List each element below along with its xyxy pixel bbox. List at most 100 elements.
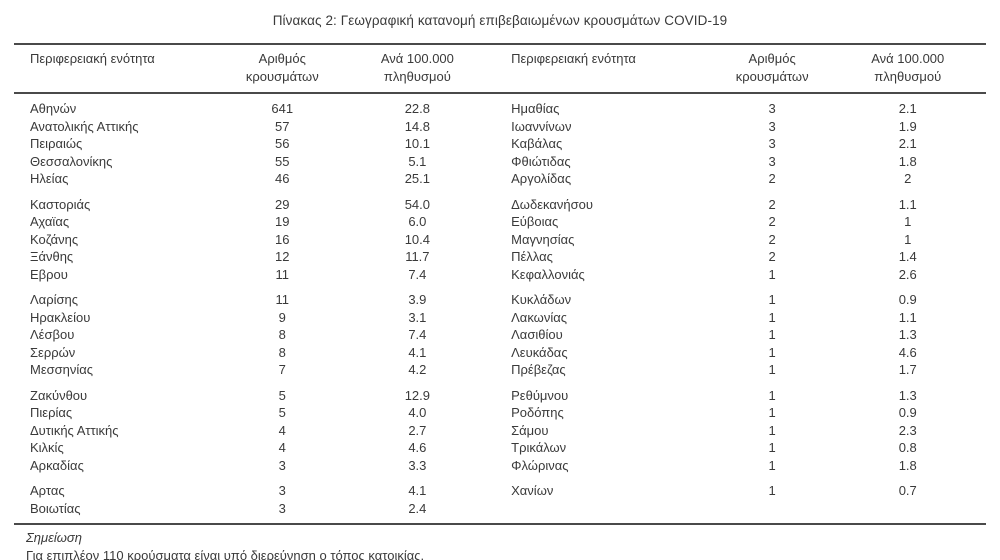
table-row: Εβρου 11 7.4 Κεφαλλονιάς 1 2.6 bbox=[14, 266, 986, 284]
cases-count-cell: 641 bbox=[271, 101, 294, 116]
region-name-cell: Χανίων bbox=[511, 483, 554, 498]
table-row: Αρκαδίας 3 3.3 Φλώρινας 1 1.8 bbox=[14, 457, 986, 475]
cases-count-cell: 1 bbox=[768, 440, 776, 455]
region-name-cell: Ανατολικής Αττικής bbox=[30, 118, 139, 134]
header-cases-left: Αριθμός κρουσμάτων bbox=[224, 44, 340, 94]
per-100k-cell: 2 bbox=[904, 171, 912, 186]
cases-count-cell: 8 bbox=[278, 344, 286, 360]
cases-count-cell: 1 bbox=[768, 292, 776, 307]
cases-count-cell: 2 bbox=[768, 171, 776, 186]
per-100k-cell: 6.0 bbox=[408, 214, 427, 229]
per-100k-cell: 22.8 bbox=[404, 101, 431, 116]
region-name-cell: Λασιθίου bbox=[511, 327, 563, 342]
region-name-cell: Καβάλας bbox=[511, 136, 563, 151]
cases-count-cell: 3 bbox=[278, 483, 286, 498]
per-100k-cell: 1.1 bbox=[898, 309, 917, 325]
per-100k-cell: 1.9 bbox=[898, 118, 917, 134]
table-row: Σερρών 8 4.1 Λευκάδας 1 4.6 bbox=[14, 344, 986, 362]
cases-count-cell: 1 bbox=[768, 327, 776, 342]
table-row: Δυτικής Αττικής 4 2.7 Σάμου 1 2.3 bbox=[14, 422, 986, 440]
region-name-cell: Λαρίσης bbox=[30, 292, 79, 307]
header-cases-right: Αριθμός κρουσμάτων bbox=[714, 44, 830, 94]
per-100k-cell: 3.1 bbox=[408, 309, 427, 325]
table-row: Πειραιώς 56 10.1 Καβάλας 3 2.1 bbox=[14, 135, 986, 153]
region-name-cell: Ημαθίας bbox=[511, 101, 560, 116]
header-per100k-right-line1: Ανά 100.000 bbox=[871, 51, 945, 66]
region-name-cell: Δωδεκανήσου bbox=[511, 196, 593, 212]
cases-count-cell bbox=[715, 500, 830, 525]
per-100k-cell: 14.8 bbox=[404, 118, 431, 134]
region-name-cell: Λακωνίας bbox=[511, 309, 567, 325]
region-name-cell: Τρικάλων bbox=[511, 440, 567, 455]
table-row: Κιλκίς 4 4.6 Τρικάλων 1 0.8 bbox=[14, 439, 986, 457]
region-name-cell: Μεσσηνίας bbox=[30, 362, 94, 377]
per-100k-cell: 1.4 bbox=[898, 249, 917, 264]
cases-count-cell: 16 bbox=[275, 231, 290, 247]
table-body: Αθηνών 641 22.8 Ημαθίας 3 2.1 Ανατολικής Αττικ… bbox=[14, 93, 986, 524]
header-cases-right-line1: Αριθμός bbox=[748, 51, 796, 66]
per-100k-cell: 25.1 bbox=[404, 171, 431, 186]
table-row: Ζακύνθου 5 12.9 Ρεθύμνου 1 1.3 bbox=[14, 379, 986, 405]
region-name-cell: Αχαϊας bbox=[30, 214, 70, 229]
cases-count-cell: 1 bbox=[768, 457, 776, 473]
per-100k-cell: 11.7 bbox=[405, 249, 430, 264]
cases-count-cell: 2 bbox=[768, 214, 776, 229]
region-name-cell: Εβρου bbox=[30, 266, 68, 282]
table-header: Περιφερειακή ενότητα Αριθμός κρουσμάτων … bbox=[14, 44, 986, 94]
header-per100k-right-line2: πληθυσμού bbox=[874, 69, 942, 84]
region-name-cell: Πειραιώς bbox=[30, 136, 83, 151]
per-100k-cell: 2.3 bbox=[898, 422, 917, 438]
cases-count-cell: 1 bbox=[768, 483, 776, 498]
region-name-cell: Ρεθύμνου bbox=[511, 387, 569, 403]
per-100k-cell: 4.6 bbox=[408, 440, 427, 455]
per-100k-cell: 2.7 bbox=[408, 422, 427, 438]
table-title: Πίνακας 2: Γεωγραφική κατανομή επιβεβαιω… bbox=[272, 13, 728, 28]
per-100k-cell bbox=[829, 500, 986, 525]
cases-count-cell: 9 bbox=[278, 309, 286, 325]
region-name-cell: Φλώρινας bbox=[511, 457, 569, 473]
table-row: Πιερίας 5 4.0 Ροδόπης 1 0.9 bbox=[14, 404, 986, 422]
cases-count-cell: 19 bbox=[275, 214, 290, 229]
per-100k-cell: 10.1 bbox=[404, 136, 431, 151]
region-name-cell: Κιλκίς bbox=[30, 440, 64, 455]
cases-count-cell: 2 bbox=[768, 249, 776, 264]
region-name-cell bbox=[495, 500, 715, 525]
cases-count-cell: 56 bbox=[275, 136, 290, 151]
table-note: Σημείωση Για επιπλέον 110 κρούσματα είνα… bbox=[14, 525, 986, 560]
per-100k-cell: 3.3 bbox=[408, 457, 427, 473]
region-name-cell: Ζακύνθου bbox=[30, 387, 88, 403]
table-row: Ηλείας 46 25.1 Αργολίδας 2 2 bbox=[14, 170, 986, 188]
per-100k-cell: 3.9 bbox=[408, 292, 427, 307]
cases-count-cell: 2 bbox=[768, 196, 776, 212]
region-name-cell: Κεφαλλονιάς bbox=[511, 266, 585, 282]
per-100k-cell: 12.9 bbox=[404, 387, 431, 403]
per-100k-cell: 1.1 bbox=[898, 196, 917, 212]
per-100k-cell: 2.6 bbox=[898, 266, 917, 282]
note-label: Σημείωση bbox=[26, 530, 82, 545]
cases-count-cell: 1 bbox=[768, 309, 776, 325]
per-100k-cell: 5.1 bbox=[408, 153, 427, 169]
cases-count-cell: 5 bbox=[278, 405, 286, 420]
cases-count-cell: 46 bbox=[275, 171, 290, 186]
table-row: Μεσσηνίας 7 4.2 Πρέβεζας 1 1.7 bbox=[14, 361, 986, 379]
per-100k-cell: 7.4 bbox=[408, 266, 427, 282]
per-100k-cell: 0.8 bbox=[898, 440, 917, 455]
header-row: Περιφερειακή ενότητα Αριθμός κρουσμάτων … bbox=[14, 44, 986, 94]
header-per100k-right: Ανά 100.000 πληθυσμού bbox=[829, 44, 986, 94]
region-name-cell: Πρέβεζας bbox=[511, 362, 566, 377]
region-name-cell: Πέλλας bbox=[511, 249, 553, 264]
covid-distribution-table: Περιφερειακή ενότητα Αριθμός κρουσμάτων … bbox=[14, 43, 986, 525]
region-name-cell: Αρτας bbox=[30, 483, 65, 498]
table-row: Βοιωτίας 3 2.4 bbox=[14, 500, 986, 525]
header-region-left: Περιφερειακή ενότητα bbox=[14, 44, 225, 94]
per-100k-cell: 0.7 bbox=[898, 483, 917, 498]
cases-count-cell: 11 bbox=[275, 292, 290, 307]
per-100k-cell: 2.1 bbox=[898, 136, 917, 151]
region-name-cell: Κυκλάδων bbox=[511, 292, 572, 307]
region-name-cell: Θεσσαλονίκης bbox=[30, 153, 113, 169]
cases-count-cell: 2 bbox=[768, 231, 776, 247]
per-100k-cell: 4.1 bbox=[408, 344, 427, 360]
per-100k-cell: 1.7 bbox=[898, 362, 917, 377]
per-100k-cell: 1 bbox=[904, 214, 912, 229]
